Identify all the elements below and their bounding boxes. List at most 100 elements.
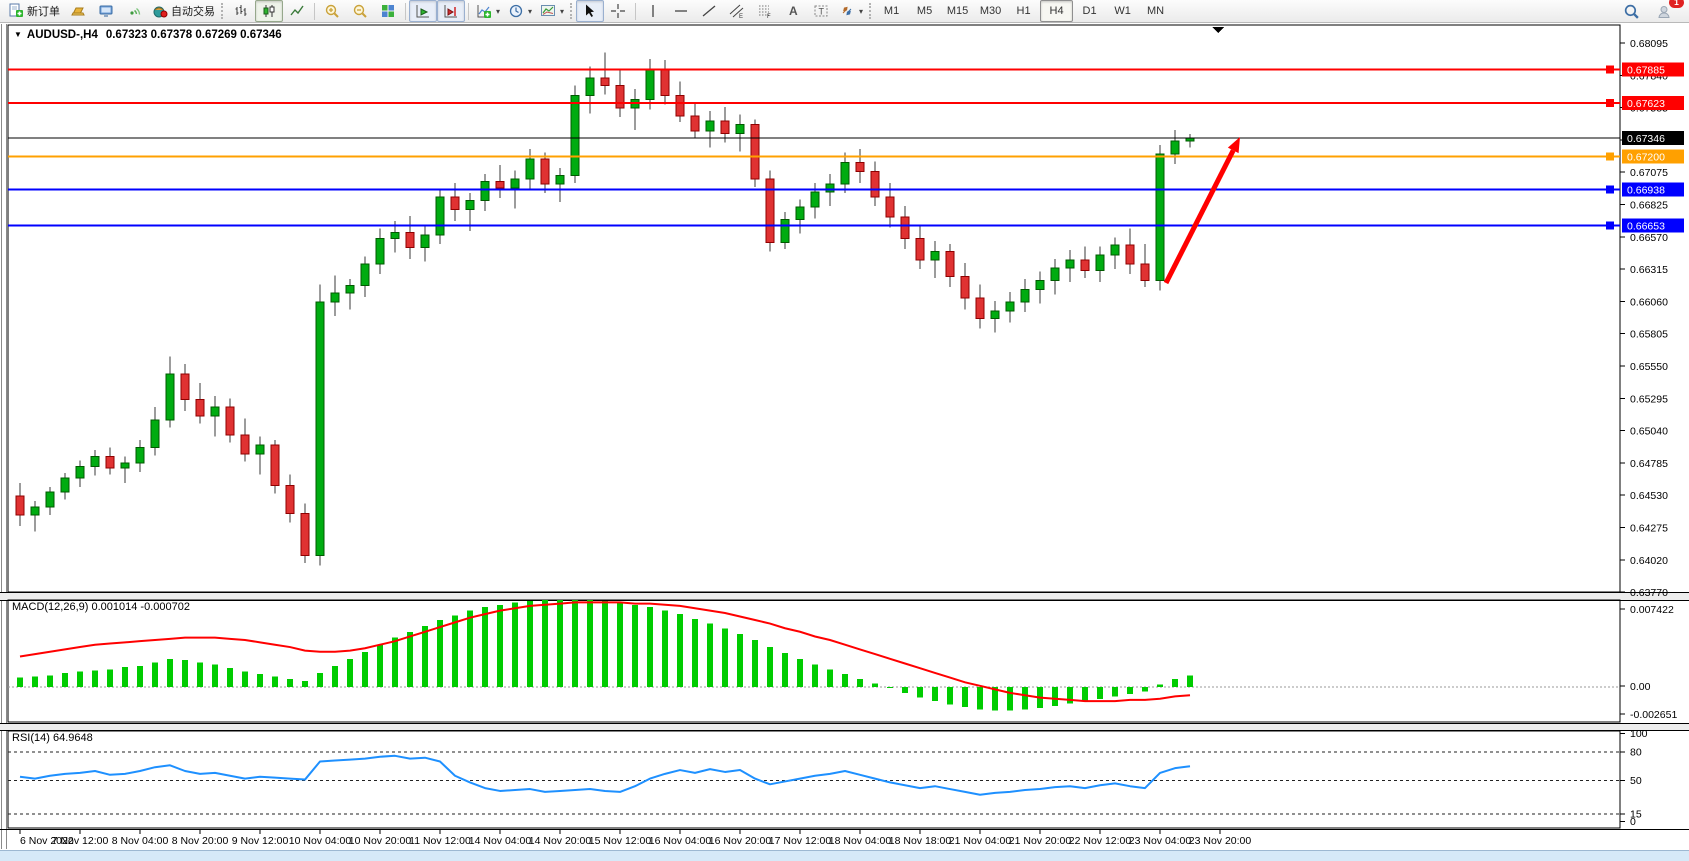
price-line-0.67346[interactable]: 0.67346 (8, 130, 1684, 145)
macd-bar (977, 687, 983, 710)
macd-bar (137, 665, 143, 687)
macd-bar (707, 623, 713, 687)
candle (165, 373, 175, 421)
date-label: 16 Nov 04:00 (649, 835, 712, 847)
macd-bar (1067, 687, 1073, 704)
timeframe-h1-button[interactable]: H1 (1016, 5, 1031, 17)
date-label: 7 Nov 12:00 (52, 835, 109, 847)
timeframe-mn-button[interactable]: MN (1147, 5, 1165, 17)
candle (90, 456, 100, 468)
candle (570, 95, 580, 176)
candle (1065, 259, 1075, 269)
candle (405, 231, 415, 249)
tile-windows-button[interactable] (374, 0, 402, 22)
price-line-0.67623[interactable]: 0.67623 (8, 95, 1684, 110)
zoom-out-button[interactable] (346, 0, 374, 22)
date-label: 11 Nov 12:00 (409, 835, 471, 847)
cursor-tool-button[interactable] (576, 0, 605, 22)
horizontal-line-icon (675, 10, 688, 12)
chart-shift-button[interactable] (437, 0, 465, 22)
timeframe-m1-button[interactable]: M1 (883, 5, 900, 17)
arrows-tool-button[interactable]: ▾ (835, 0, 867, 22)
chart-title: ▼ AUDUSD-,H4 0.67323 0.67378 0.67269 0.673… (14, 29, 282, 41)
candle (750, 124, 760, 180)
bar-chart-button[interactable] (227, 0, 255, 22)
price-line-0.66938[interactable]: 0.66938 (8, 182, 1684, 197)
vertical-line-tool-button[interactable] (639, 0, 667, 22)
price-axis: 0.680950.678400.675850.673300.670750.668… (1620, 38, 1668, 599)
macd-bar (677, 614, 683, 687)
auto-scroll-button[interactable] (409, 0, 437, 22)
macd-bar (962, 687, 968, 707)
toolbar-drag-handle-2[interactable] (570, 3, 573, 19)
pane-separator-1[interactable] (0, 593, 1689, 600)
price-tick-label: 0.65040 (1630, 426, 1668, 438)
text-label-tool-button[interactable]: T (807, 0, 835, 22)
add-indicator-icon (477, 5, 491, 18)
horizontal-line-tool-button[interactable] (667, 0, 695, 22)
timeframe-m30-button[interactable]: M30 (979, 5, 1002, 17)
timeframe-w1-button[interactable]: W1 (1114, 5, 1131, 17)
rsi-tick-label: 50 (1630, 775, 1642, 787)
macd-bar (857, 678, 863, 687)
candle (15, 495, 25, 516)
macd-bar (227, 668, 233, 687)
candle (990, 310, 1000, 319)
price-badge (1622, 149, 1684, 164)
autotrading-button[interactable]: 自动交易 (148, 0, 219, 22)
community-button[interactable]: 1 (1651, 0, 1684, 22)
chart-menu-icon[interactable]: ▼ (14, 30, 22, 39)
vertical-line-icon (652, 5, 654, 17)
date-label: 8 Nov 04:00 (112, 835, 169, 847)
timeframe-m5-button[interactable]: M5 (916, 5, 933, 17)
candlestick-chart-button[interactable] (255, 0, 283, 22)
candle (840, 162, 850, 185)
periods-button[interactable]: ▾ (504, 0, 536, 22)
text-label-icon: T (814, 5, 828, 17)
pane-separator-2[interactable] (0, 724, 1689, 730)
macd-bar (377, 644, 383, 687)
channel-tool-button[interactable]: E (723, 0, 751, 22)
search-button[interactable] (1617, 0, 1645, 22)
price-badge (1622, 218, 1684, 233)
indicators-button[interactable]: ▾ (472, 0, 504, 22)
crosshair-tool-button[interactable] (604, 0, 632, 22)
line-chart-button[interactable] (283, 0, 311, 22)
zoom-in-button[interactable] (318, 0, 346, 22)
svg-text:E: E (739, 14, 743, 19)
fibonacci-tool-button[interactable]: F (751, 0, 779, 22)
text-tool-button[interactable]: A (779, 0, 807, 22)
price-tick-label: 0.67075 (1630, 167, 1668, 179)
price-line-0.67885[interactable]: 0.67885 (8, 62, 1684, 77)
candle (450, 196, 460, 211)
candle (225, 406, 235, 436)
new-order-icon (9, 3, 23, 17)
signals-button[interactable] (120, 0, 148, 22)
timeframe-d1-button[interactable]: D1 (1082, 5, 1097, 17)
trendline-tool-button[interactable] (695, 0, 723, 22)
candle (600, 77, 610, 86)
trend-arrow[interactable] (1163, 137, 1240, 285)
new-order-button[interactable]: 新订单 (4, 0, 64, 22)
candle (915, 238, 925, 261)
price-badge (1622, 62, 1684, 77)
templates-button[interactable]: ▾ (536, 0, 568, 22)
toolbar-drag-handle[interactable] (221, 3, 223, 19)
terminal-button[interactable] (92, 0, 120, 22)
macd-bar (1142, 687, 1148, 692)
candle (105, 456, 115, 469)
candle (945, 250, 955, 278)
history-button[interactable] (64, 0, 92, 22)
price-line-0.66653[interactable]: 0.66653 (8, 218, 1684, 233)
candle (720, 120, 730, 135)
timeframe-m15-button[interactable]: M15 (946, 5, 969, 17)
rsi-indicator: 100 80 50 150 (8, 728, 1648, 828)
toolbar-drag-handle-3[interactable] (869, 3, 872, 19)
date-label: 14 Nov 20:00 (529, 835, 592, 847)
timeframe-h4-button[interactable]: H4 (1040, 0, 1074, 22)
price-line-0.67200[interactable]: 0.67200 (8, 149, 1684, 164)
chart-shift-marker[interactable] (1212, 27, 1224, 33)
macd-bar (167, 658, 173, 687)
